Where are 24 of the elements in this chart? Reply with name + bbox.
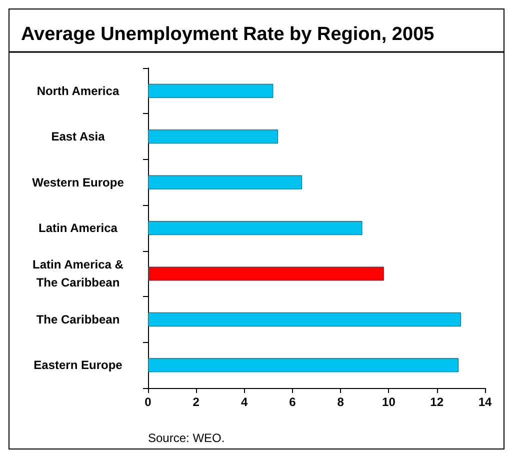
- y-tick-label: The Caribbean: [36, 312, 120, 326]
- source-note: Source: WEO.: [148, 431, 225, 445]
- x-tick-label: 12: [430, 395, 444, 409]
- y-tick-label: Western Europe: [32, 175, 124, 190]
- x-tick-label: 10: [382, 395, 396, 409]
- x-tick-label: 4: [240, 395, 248, 409]
- bar: [148, 175, 302, 190]
- x-tick-label: 14: [478, 395, 492, 409]
- y-tick-label: East Asia: [51, 130, 106, 144]
- x-tick-label: 8: [337, 395, 344, 409]
- x-tick-label: 2: [192, 395, 200, 409]
- bar: [148, 312, 461, 326]
- y-tick-label: Latin America: [38, 221, 118, 235]
- y-tick-label: Eastern Europe: [34, 358, 123, 372]
- x-tick-label: 0: [144, 395, 152, 409]
- bar: [148, 130, 278, 144]
- bar: [148, 84, 274, 98]
- y-tick-label: Latin America & The Caribbean: [32, 258, 124, 290]
- y-tick-label: North America: [36, 84, 120, 98]
- bar: [148, 266, 384, 281]
- chart-title: Average Unemployment Rate by Region, 2005: [21, 24, 435, 45]
- bar: [148, 221, 362, 235]
- x-tick-label: 6: [289, 395, 296, 409]
- bar: [148, 358, 459, 372]
